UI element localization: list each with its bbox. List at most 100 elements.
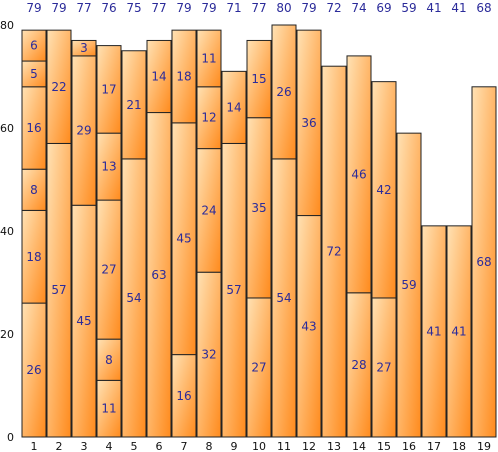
bar-segment: [446, 225, 472, 438]
bar-segment: [396, 132, 422, 438]
segment-value-label: 16: [176, 389, 191, 403]
x-tick-label: 17: [427, 440, 441, 452]
segment-value-label: 72: [326, 245, 341, 259]
bar-segment: [321, 65, 347, 438]
segment-value-label: 6: [30, 39, 38, 53]
bar-segment: [421, 225, 447, 438]
segment-value-label: 41: [426, 324, 441, 338]
segment-value-label: 14: [226, 100, 241, 114]
segment-value-label: 27: [101, 263, 116, 277]
x-tick-label: 14: [352, 440, 366, 452]
bar-segment: [346, 55, 372, 294]
segment-value-label: 11: [101, 402, 116, 416]
x-tick-label: 1: [31, 440, 38, 452]
bar-total-label: 74: [351, 1, 366, 15]
segment-value-label: 54: [126, 291, 141, 305]
segment-value-label: 22: [51, 80, 66, 94]
segment-value-label: 41: [451, 324, 466, 338]
bar-segment: [246, 297, 272, 438]
y-tick-label: 60: [0, 122, 14, 135]
x-tick-label: 7: [181, 440, 188, 452]
bar-segment: [271, 24, 297, 160]
segment-value-label: 43: [301, 319, 316, 333]
bar-segment: [371, 81, 397, 299]
segment-value-label: 46: [351, 167, 366, 181]
bar-segment: [346, 292, 372, 438]
segment-value-label: 45: [76, 314, 91, 328]
x-tick-label: 10: [252, 440, 266, 452]
segment-value-label: 14: [151, 70, 166, 84]
bar-segment: [296, 29, 322, 217]
x-tick-label: 3: [81, 440, 88, 452]
bar-total-label: 41: [426, 1, 441, 15]
x-tick-label: 4: [106, 440, 113, 452]
bar-segment: [271, 158, 297, 438]
y-axis: 0 20 40 60 80: [0, 19, 14, 444]
bar-total-label: 71: [226, 1, 241, 15]
bar-segment: [21, 29, 47, 62]
x-tick-label: 9: [231, 440, 238, 452]
bar-total-label: 77: [151, 1, 166, 15]
bar-segment: [196, 148, 222, 273]
x-tick-label: 5: [131, 440, 138, 452]
x-tick-label: 13: [327, 440, 341, 452]
x-axis: 1 2 3 4 5 6 7 8 9 10 11 12 13 14 15 16 17 18 19: [31, 440, 492, 452]
x-tick-label: 15: [377, 440, 391, 452]
segment-value-label: 35: [251, 201, 266, 215]
bar-segment: [96, 199, 122, 340]
segment-value-label: 3: [80, 41, 88, 55]
segment-value-label: 17: [101, 82, 116, 96]
bar-segment: [21, 302, 47, 438]
bar-total-label: 69: [376, 1, 391, 15]
segment-value-label: 32: [201, 348, 216, 362]
segment-value-label: 11: [201, 51, 216, 65]
bar-segment: [471, 86, 497, 438]
x-tick-label: 18: [452, 440, 466, 452]
bar-total-label: 68: [476, 1, 491, 15]
segment-value-label: 45: [176, 232, 191, 246]
bar-segment: [121, 158, 147, 438]
segment-value-label: 28: [351, 358, 366, 372]
segment-value-label: 8: [30, 183, 38, 197]
segment-value-label: 59: [401, 278, 416, 292]
segment-value-label: 12: [201, 111, 216, 125]
segment-value-label: 29: [76, 124, 91, 138]
bar-segment: [71, 39, 97, 57]
bar-total-label: 79: [51, 1, 66, 15]
segment-value-label: 26: [26, 363, 41, 377]
x-tick-label: 2: [56, 440, 63, 452]
x-tick-label: 8: [206, 440, 213, 452]
bar-segment: [146, 112, 172, 438]
segment-value-label: 26: [276, 85, 291, 99]
bar-total-label: 41: [451, 1, 466, 15]
bar-total-label: 72: [326, 1, 341, 15]
y-tick-label: 40: [0, 225, 14, 238]
bar-segment: [196, 29, 222, 88]
segment-value-label: 42: [376, 183, 391, 197]
segment-value-label: 68: [476, 255, 491, 269]
bar-segment: [21, 209, 47, 304]
bar-segment: [96, 45, 122, 134]
bar-total-label: 80: [276, 1, 291, 15]
bar-total-label: 77: [76, 1, 91, 15]
segment-value-label: 24: [201, 203, 216, 217]
x-tick-label: 19: [477, 440, 491, 452]
bar-segment: [221, 70, 247, 144]
bar-total-label: 79: [301, 1, 316, 15]
x-tick-label: 16: [402, 440, 416, 452]
segment-value-label: 54: [276, 291, 291, 305]
segment-value-label: 57: [51, 283, 66, 297]
segment-value-label: 57: [226, 283, 241, 297]
bar-total-label: 77: [251, 1, 266, 15]
x-tick-label: 12: [302, 440, 316, 452]
segment-value-label: 36: [301, 116, 316, 130]
segment-value-label: 27: [376, 360, 391, 374]
segment-value-label: 18: [176, 70, 191, 84]
bar-segment: [96, 379, 122, 438]
bar-segment: [21, 86, 47, 170]
segment-value-label: 5: [30, 67, 38, 81]
bar-total-label: 79: [176, 1, 191, 15]
bar-segment: [146, 39, 172, 114]
segment-value-label: 18: [26, 250, 41, 264]
